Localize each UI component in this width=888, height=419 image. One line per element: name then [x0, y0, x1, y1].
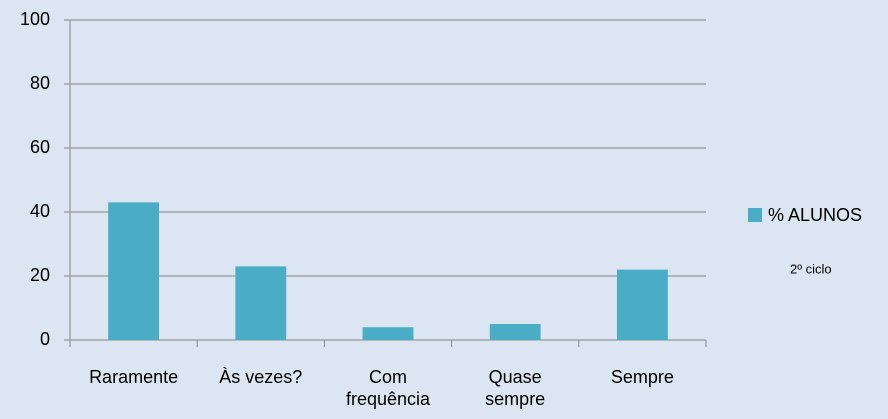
x-tick-label: Com frequência — [345, 367, 431, 409]
y-tick-label: 60 — [30, 137, 50, 157]
legend-label: % ALUNOS — [768, 205, 862, 225]
y-tick-label: 80 — [30, 73, 50, 93]
legend-swatch — [748, 208, 762, 222]
y-tick-label: 0 — [40, 329, 50, 349]
bar — [362, 327, 414, 340]
y-tick-label: 100 — [20, 9, 50, 29]
bar — [616, 269, 668, 340]
bar — [235, 266, 287, 340]
bar — [108, 202, 160, 340]
y-tick-label: 40 — [30, 201, 50, 221]
annotation: 2º ciclo — [790, 261, 832, 276]
x-tick-label: Raramente — [89, 367, 179, 387]
x-tick-label: Quase sempre — [485, 367, 546, 409]
bar — [489, 324, 541, 340]
x-tick-label: Sempre — [610, 367, 674, 387]
y-tick-label: 20 — [30, 265, 50, 285]
x-tick-label: Às vezes? — [219, 367, 303, 387]
